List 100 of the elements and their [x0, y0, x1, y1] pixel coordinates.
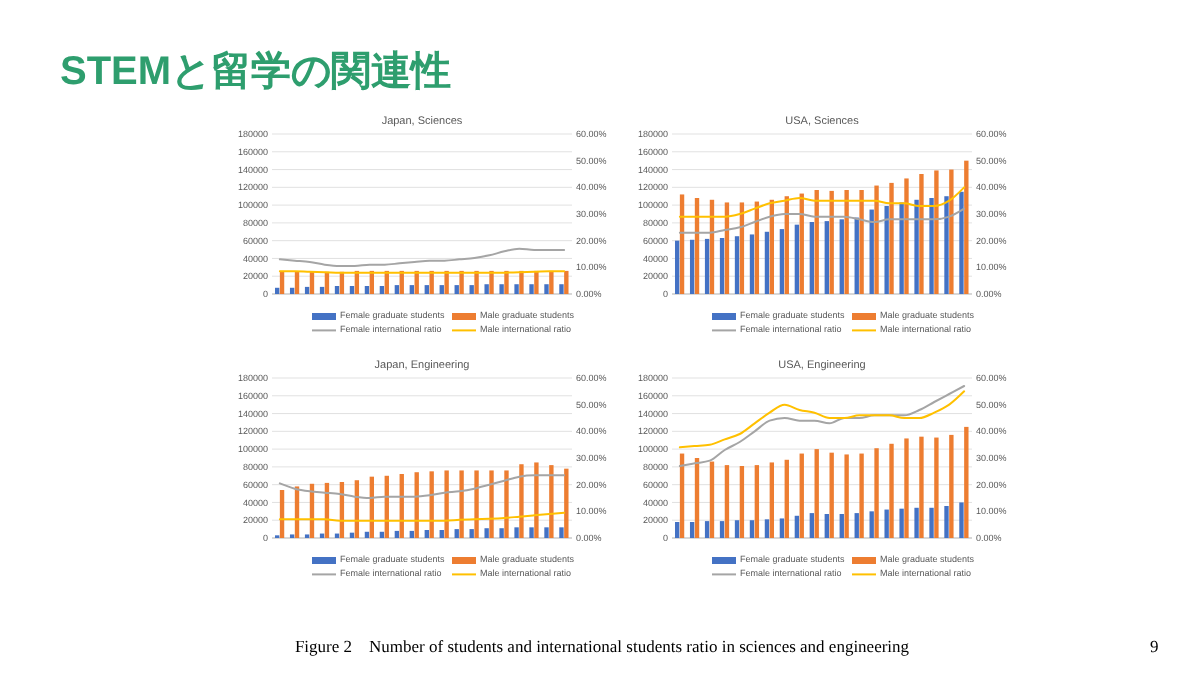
bar: [469, 285, 474, 294]
bar: [409, 530, 415, 538]
bar: [754, 465, 760, 538]
bar: [394, 285, 400, 294]
bar: [484, 284, 489, 294]
bar: [914, 507, 919, 538]
bar: [474, 270, 479, 294]
bar: [929, 198, 934, 294]
bar: [799, 453, 804, 538]
bar: [724, 465, 730, 538]
bar: [564, 468, 569, 538]
bar: [534, 462, 539, 538]
bar: [944, 506, 949, 538]
bar: [534, 270, 539, 294]
bar: [889, 182, 894, 294]
bar: [489, 470, 494, 538]
bar: [674, 522, 680, 538]
bar: [514, 284, 519, 294]
bar: [824, 221, 829, 294]
bar: [964, 160, 969, 294]
bar: [529, 284, 534, 294]
bar: [779, 518, 785, 538]
line-series: [278, 247, 566, 267]
bar: [929, 507, 934, 538]
bar: [934, 437, 939, 538]
bar: [934, 170, 939, 294]
bar: [499, 528, 504, 538]
bar: [859, 453, 864, 538]
bar: [764, 231, 770, 294]
bar: [674, 240, 680, 294]
bar: [519, 270, 524, 294]
bar: [959, 191, 964, 294]
bar: [424, 530, 429, 538]
bar: [854, 513, 859, 538]
bar: [439, 530, 444, 538]
bar: [559, 527, 564, 538]
bar: [749, 520, 755, 538]
bar: [874, 448, 879, 538]
bar: [809, 222, 815, 294]
bar: [719, 238, 725, 294]
bar: [549, 270, 554, 294]
bar: [439, 285, 444, 294]
bar: [839, 219, 844, 294]
bar: [884, 206, 889, 294]
bar: [884, 509, 889, 538]
bar: [424, 285, 429, 294]
bar: [869, 511, 874, 538]
line-series: [678, 207, 966, 234]
bar: [459, 270, 464, 294]
bar: [814, 449, 819, 538]
bar: [429, 270, 434, 294]
bar: [689, 239, 695, 294]
bar: [379, 286, 385, 294]
text: 9: [1150, 636, 1159, 656]
bar: [904, 438, 909, 538]
bar: [704, 238, 710, 294]
bar: [949, 434, 954, 538]
bar: [794, 515, 800, 538]
bar: [839, 514, 844, 538]
bar: [704, 521, 710, 538]
bar: [504, 470, 509, 538]
bar: [859, 190, 864, 294]
bar: [514, 527, 519, 538]
bar: [739, 466, 745, 538]
bar: [454, 529, 459, 538]
bar: [474, 470, 479, 538]
bar: [544, 527, 549, 538]
bar: [559, 284, 564, 294]
bar: [959, 502, 964, 538]
line-series: [678, 186, 966, 218]
bar: [294, 271, 300, 294]
bar: [964, 426, 969, 538]
bar: [829, 190, 834, 294]
bar: [469, 529, 474, 538]
line-series: [278, 474, 566, 499]
bar: [899, 508, 904, 538]
bar: [484, 528, 489, 538]
bar: [784, 459, 789, 538]
bar: [709, 461, 715, 538]
text: STEMと留学の関連性: [60, 50, 452, 94]
bar: [429, 471, 434, 538]
bar: [444, 270, 449, 294]
bar: [844, 190, 849, 294]
bar: [499, 284, 504, 294]
caption: Figure 2 Number of students and international students ratio in sciences and engineering: [294, 636, 911, 656]
bar: [544, 284, 549, 294]
bar: [734, 520, 740, 538]
bar: [769, 462, 775, 538]
bar: [944, 196, 949, 294]
bar: [304, 286, 310, 294]
bar: [454, 285, 459, 294]
bar: [349, 286, 355, 294]
bar: [719, 521, 725, 538]
bar: [564, 270, 569, 294]
bar: [919, 436, 924, 538]
bar: [824, 514, 829, 538]
bar: [919, 174, 924, 294]
bar: [549, 465, 554, 538]
bar: [489, 270, 494, 294]
bar: [809, 513, 815, 538]
